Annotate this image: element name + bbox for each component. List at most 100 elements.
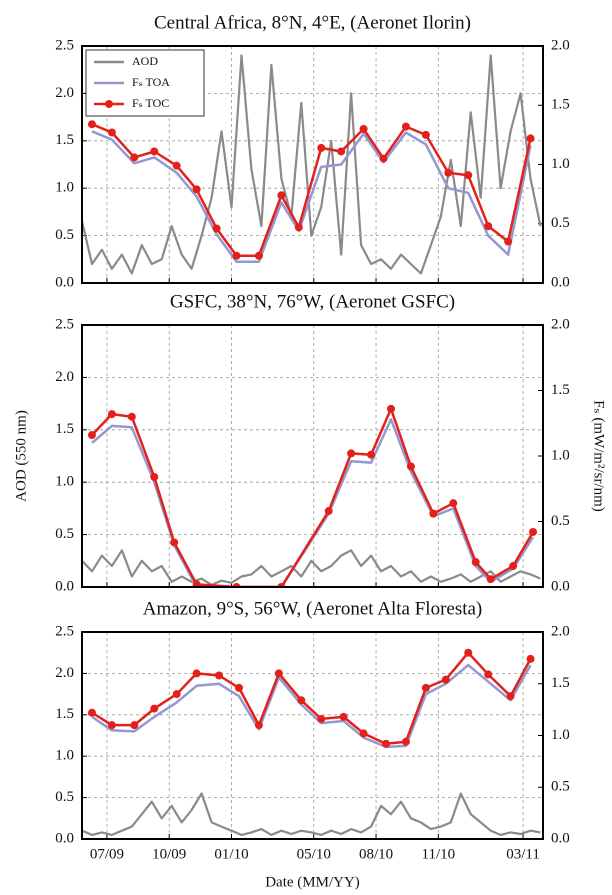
panel-title: Amazon, 9°S, 56°W, (Aeronet Alta Florest… <box>143 598 483 619</box>
data-point <box>337 147 346 156</box>
y-tick-label: 1.5 <box>55 132 74 148</box>
data-point <box>359 124 368 133</box>
y-tick-label: 0.5 <box>55 227 74 243</box>
data-point <box>526 134 535 143</box>
data-point <box>386 404 395 413</box>
y-tick-label: 1.5 <box>55 421 74 437</box>
series-line <box>91 130 532 263</box>
series-line <box>82 792 541 836</box>
plot-frame <box>81 631 544 840</box>
y-tick-label: 0.0 <box>55 578 74 594</box>
y-tick-label: 0.0 <box>55 274 74 290</box>
data-point <box>192 580 201 587</box>
legend-marker <box>105 100 113 108</box>
y-tick-label: 0.5 <box>55 526 74 542</box>
panel-title: GSFC, 38°N, 76°W, (Aeronet GSFC) <box>170 291 455 312</box>
data-point <box>130 153 139 162</box>
data-point <box>406 462 415 471</box>
data-point <box>464 648 473 657</box>
data-point <box>130 721 139 730</box>
y-tick-label: 2.0 <box>55 85 74 101</box>
data-point <box>324 507 333 516</box>
data-point <box>421 130 430 139</box>
data-point <box>421 683 430 692</box>
data-point <box>486 575 495 584</box>
data-point <box>506 692 515 701</box>
data-point <box>192 669 201 678</box>
data-point <box>172 690 181 699</box>
y2-tick-label: 1.0 <box>551 156 570 172</box>
data-point <box>471 558 480 567</box>
y2-tick-label: 0.5 <box>551 215 570 231</box>
data-point <box>150 472 159 481</box>
data-point <box>192 185 201 194</box>
data-point <box>87 708 96 717</box>
data-point <box>317 714 326 723</box>
y2-tick-label: 1.0 <box>551 447 570 463</box>
data-point <box>401 122 410 131</box>
data-point <box>107 721 116 730</box>
data-point <box>449 499 458 508</box>
data-point <box>347 449 356 458</box>
x-tick-label: 11/10 <box>422 846 456 862</box>
data-point <box>317 143 326 152</box>
x-axis-label: Date (MM/YY) <box>265 874 360 890</box>
y2-tick-label: 1.5 <box>551 675 570 691</box>
legend-label: Fₛ TOC <box>132 96 169 110</box>
y2-axis-label: Fₛ (mW/m²/sr/nm) <box>591 400 607 512</box>
y-tick-label: 2.0 <box>55 369 74 385</box>
data-point <box>170 538 179 547</box>
x-tick-label: 10/09 <box>152 846 186 862</box>
series-line <box>91 651 532 746</box>
data-point <box>294 223 303 232</box>
y2-tick-label: 0.0 <box>551 578 570 594</box>
data-point <box>367 450 376 459</box>
x-tick-label: 03/11 <box>506 846 540 862</box>
data-point <box>87 431 96 440</box>
data-point <box>379 154 388 163</box>
series-line <box>82 549 541 586</box>
y2-tick-label: 2.0 <box>551 623 570 639</box>
x-tick-label: 01/10 <box>214 846 248 862</box>
y2-tick-label: 0.5 <box>551 513 570 529</box>
x-tick-label: 05/10 <box>297 846 331 862</box>
y-tick-label: 1.0 <box>55 474 74 490</box>
y-axis-label: AOD (550 nm) <box>13 410 29 502</box>
data-point <box>215 671 224 680</box>
y2-tick-label: 0.0 <box>551 274 570 290</box>
data-point <box>484 670 493 679</box>
plot-frame <box>81 45 544 284</box>
data-point <box>444 168 453 177</box>
data-point <box>441 675 450 684</box>
data-point <box>150 147 159 156</box>
panel-title: Central Africa, 8°N, 4°E, (Aeronet Ilori… <box>154 12 471 33</box>
data-point <box>359 729 368 738</box>
data-point <box>254 251 263 260</box>
series-line <box>91 123 532 257</box>
data-point <box>127 412 136 421</box>
data-point <box>464 171 473 180</box>
y-tick-label: 1.5 <box>55 706 74 722</box>
y-tick-label: 2.5 <box>55 623 74 639</box>
data-point <box>150 704 159 713</box>
data-point <box>509 562 518 571</box>
data-point <box>234 683 243 692</box>
data-point <box>401 737 410 746</box>
y-tick-label: 2.0 <box>55 665 74 681</box>
data-point <box>526 654 535 663</box>
plot-area <box>82 648 541 836</box>
x-tick-label: 07/09 <box>90 846 124 862</box>
y2-tick-label: 1.0 <box>551 727 570 743</box>
data-point <box>107 410 116 419</box>
y-tick-label: 2.5 <box>55 37 74 53</box>
data-point <box>339 712 348 721</box>
y2-tick-label: 1.5 <box>551 97 570 113</box>
data-point <box>277 191 286 200</box>
series-line <box>91 663 532 749</box>
y2-tick-label: 1.5 <box>551 382 570 398</box>
y-tick-label: 1.0 <box>55 748 74 764</box>
y-tick-label: 0.5 <box>55 789 74 805</box>
plot-frame <box>81 324 544 588</box>
y2-tick-label: 2.0 <box>551 37 570 53</box>
series-line <box>82 54 542 275</box>
